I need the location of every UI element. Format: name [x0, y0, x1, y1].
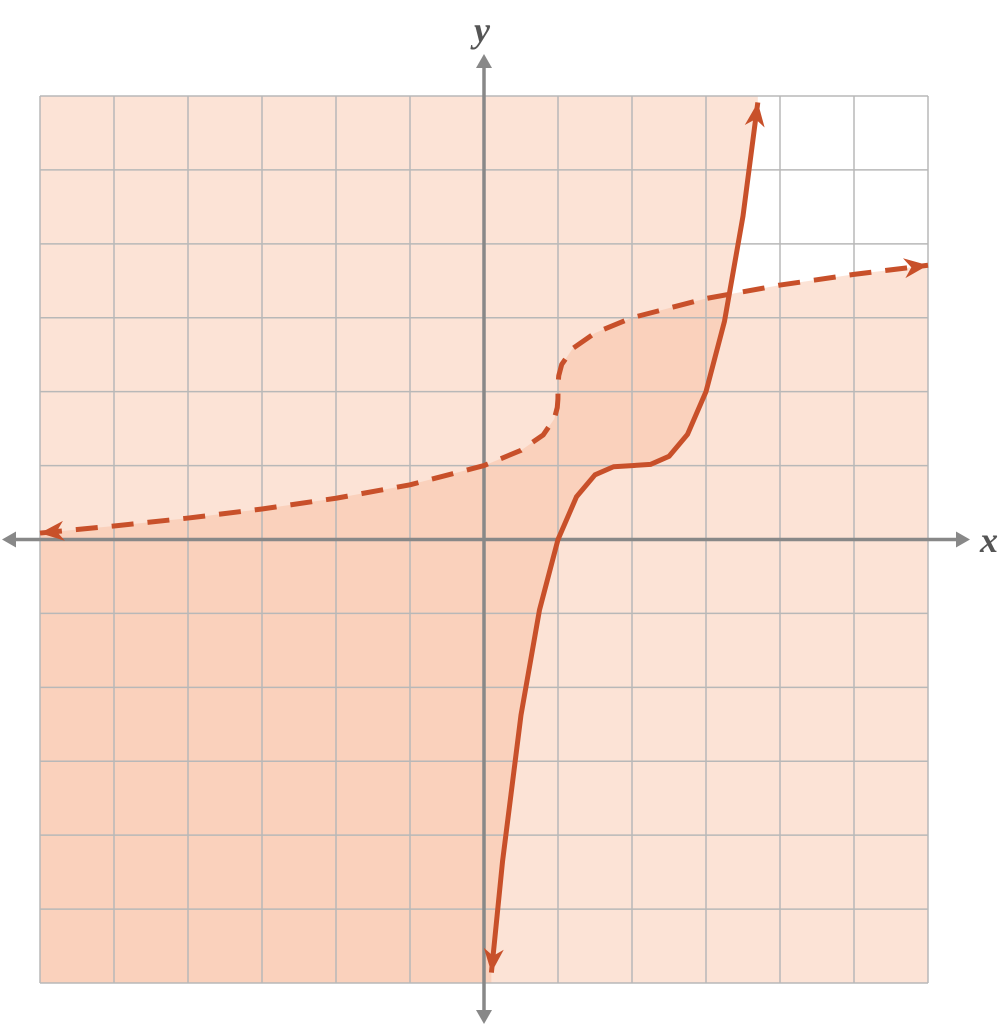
axes	[2, 54, 970, 1024]
curve-arrow	[40, 520, 65, 541]
curves	[39, 102, 929, 973]
curve	[39, 262, 929, 536]
axis-arrow	[956, 531, 970, 548]
axis-arrow	[2, 531, 16, 548]
x-axis-label: x	[979, 520, 998, 560]
y-axis-label: y	[470, 10, 491, 50]
curve-arrow	[744, 102, 765, 128]
axis-arrow	[476, 1010, 492, 1024]
curve-arrow	[483, 947, 504, 973]
axis-arrow	[476, 54, 492, 68]
curve	[488, 102, 761, 973]
curve-arrow	[902, 258, 928, 279]
